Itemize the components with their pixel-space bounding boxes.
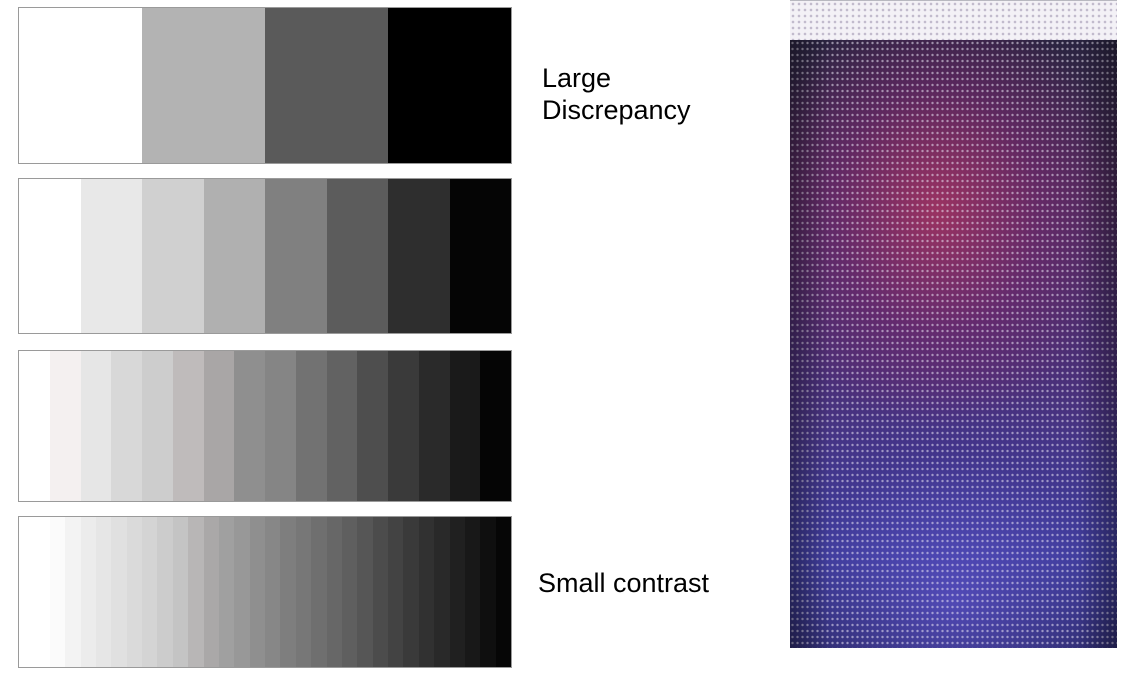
gray-step-9 — [142, 517, 158, 667]
gray-step-24 — [372, 517, 388, 667]
gray-step-13 — [388, 351, 419, 501]
large-discrepancy-label: Large Discrepancy — [542, 62, 742, 126]
gray-step-7 — [388, 179, 450, 333]
gray-step-4 — [203, 179, 265, 333]
gray-step-11 — [326, 351, 358, 501]
gray-step-14 — [418, 351, 450, 501]
gray-step-5 — [142, 351, 173, 501]
gray-step-3 — [265, 8, 388, 163]
gray-step-26 — [403, 517, 419, 667]
gray-step-6 — [172, 351, 204, 501]
gray-step-21 — [326, 517, 342, 667]
gray-step-7 — [203, 351, 235, 501]
gray-step-12 — [188, 517, 204, 667]
gray-step-4 — [111, 351, 142, 501]
gray-step-31 — [480, 517, 496, 667]
gray-step-27 — [418, 517, 435, 667]
gray-step-16 — [249, 517, 265, 667]
gray-step-19 — [295, 517, 312, 667]
gray-step-18 — [280, 517, 296, 667]
gray-step-8 — [126, 517, 142, 667]
gray-step-1 — [19, 179, 81, 333]
gray-strip-32-steps — [18, 516, 512, 668]
gray-step-23 — [357, 517, 373, 667]
gray-step-13 — [203, 517, 219, 667]
gray-step-28 — [434, 517, 450, 667]
gray-step-3 — [80, 351, 112, 501]
gray-step-3 — [142, 179, 204, 333]
gray-step-15 — [234, 517, 250, 667]
gray-step-6 — [95, 517, 112, 667]
gray-step-2 — [142, 8, 265, 163]
gray-step-25 — [388, 517, 404, 667]
gray-step-5 — [265, 179, 327, 333]
gray-step-29 — [449, 517, 465, 667]
gray-step-15 — [449, 351, 481, 501]
large-label-line-2: Discrepancy — [542, 95, 691, 125]
gray-strip-8-steps — [18, 178, 512, 334]
gray-step-12 — [357, 351, 388, 501]
gray-step-11 — [172, 517, 189, 667]
gray-step-8 — [449, 179, 511, 333]
gray-step-30 — [464, 517, 481, 667]
gray-step-32 — [495, 517, 511, 667]
gray-step-9 — [265, 351, 296, 501]
gray-strip-16-steps — [18, 350, 512, 502]
gray-step-1 — [19, 8, 142, 163]
gray-step-8 — [234, 351, 265, 501]
gray-step-16 — [480, 351, 511, 501]
small-contrast-label: Small contrast — [538, 568, 710, 598]
gray-step-2 — [49, 351, 81, 501]
display-panel-gradient — [790, 40, 1117, 648]
gray-step-5 — [80, 517, 96, 667]
display-gradient-photo — [790, 0, 1117, 648]
gray-step-10 — [157, 517, 173, 667]
gray-step-3 — [49, 517, 66, 667]
gray-step-1 — [19, 351, 50, 501]
display-top-bezel — [790, 0, 1117, 40]
gray-step-4 — [65, 517, 81, 667]
gray-step-10 — [295, 351, 327, 501]
gray-step-2 — [34, 517, 50, 667]
gray-step-20 — [311, 517, 327, 667]
gray-strip-4-steps — [18, 7, 512, 164]
gray-step-7 — [111, 517, 127, 667]
gray-step-22 — [341, 517, 358, 667]
gray-step-2 — [80, 179, 142, 333]
gray-step-14 — [218, 517, 235, 667]
gray-step-4 — [388, 8, 511, 163]
gray-step-17 — [265, 517, 281, 667]
large-label-line-1: Large — [542, 63, 612, 93]
gray-step-1 — [19, 517, 35, 667]
gray-step-6 — [326, 179, 388, 333]
